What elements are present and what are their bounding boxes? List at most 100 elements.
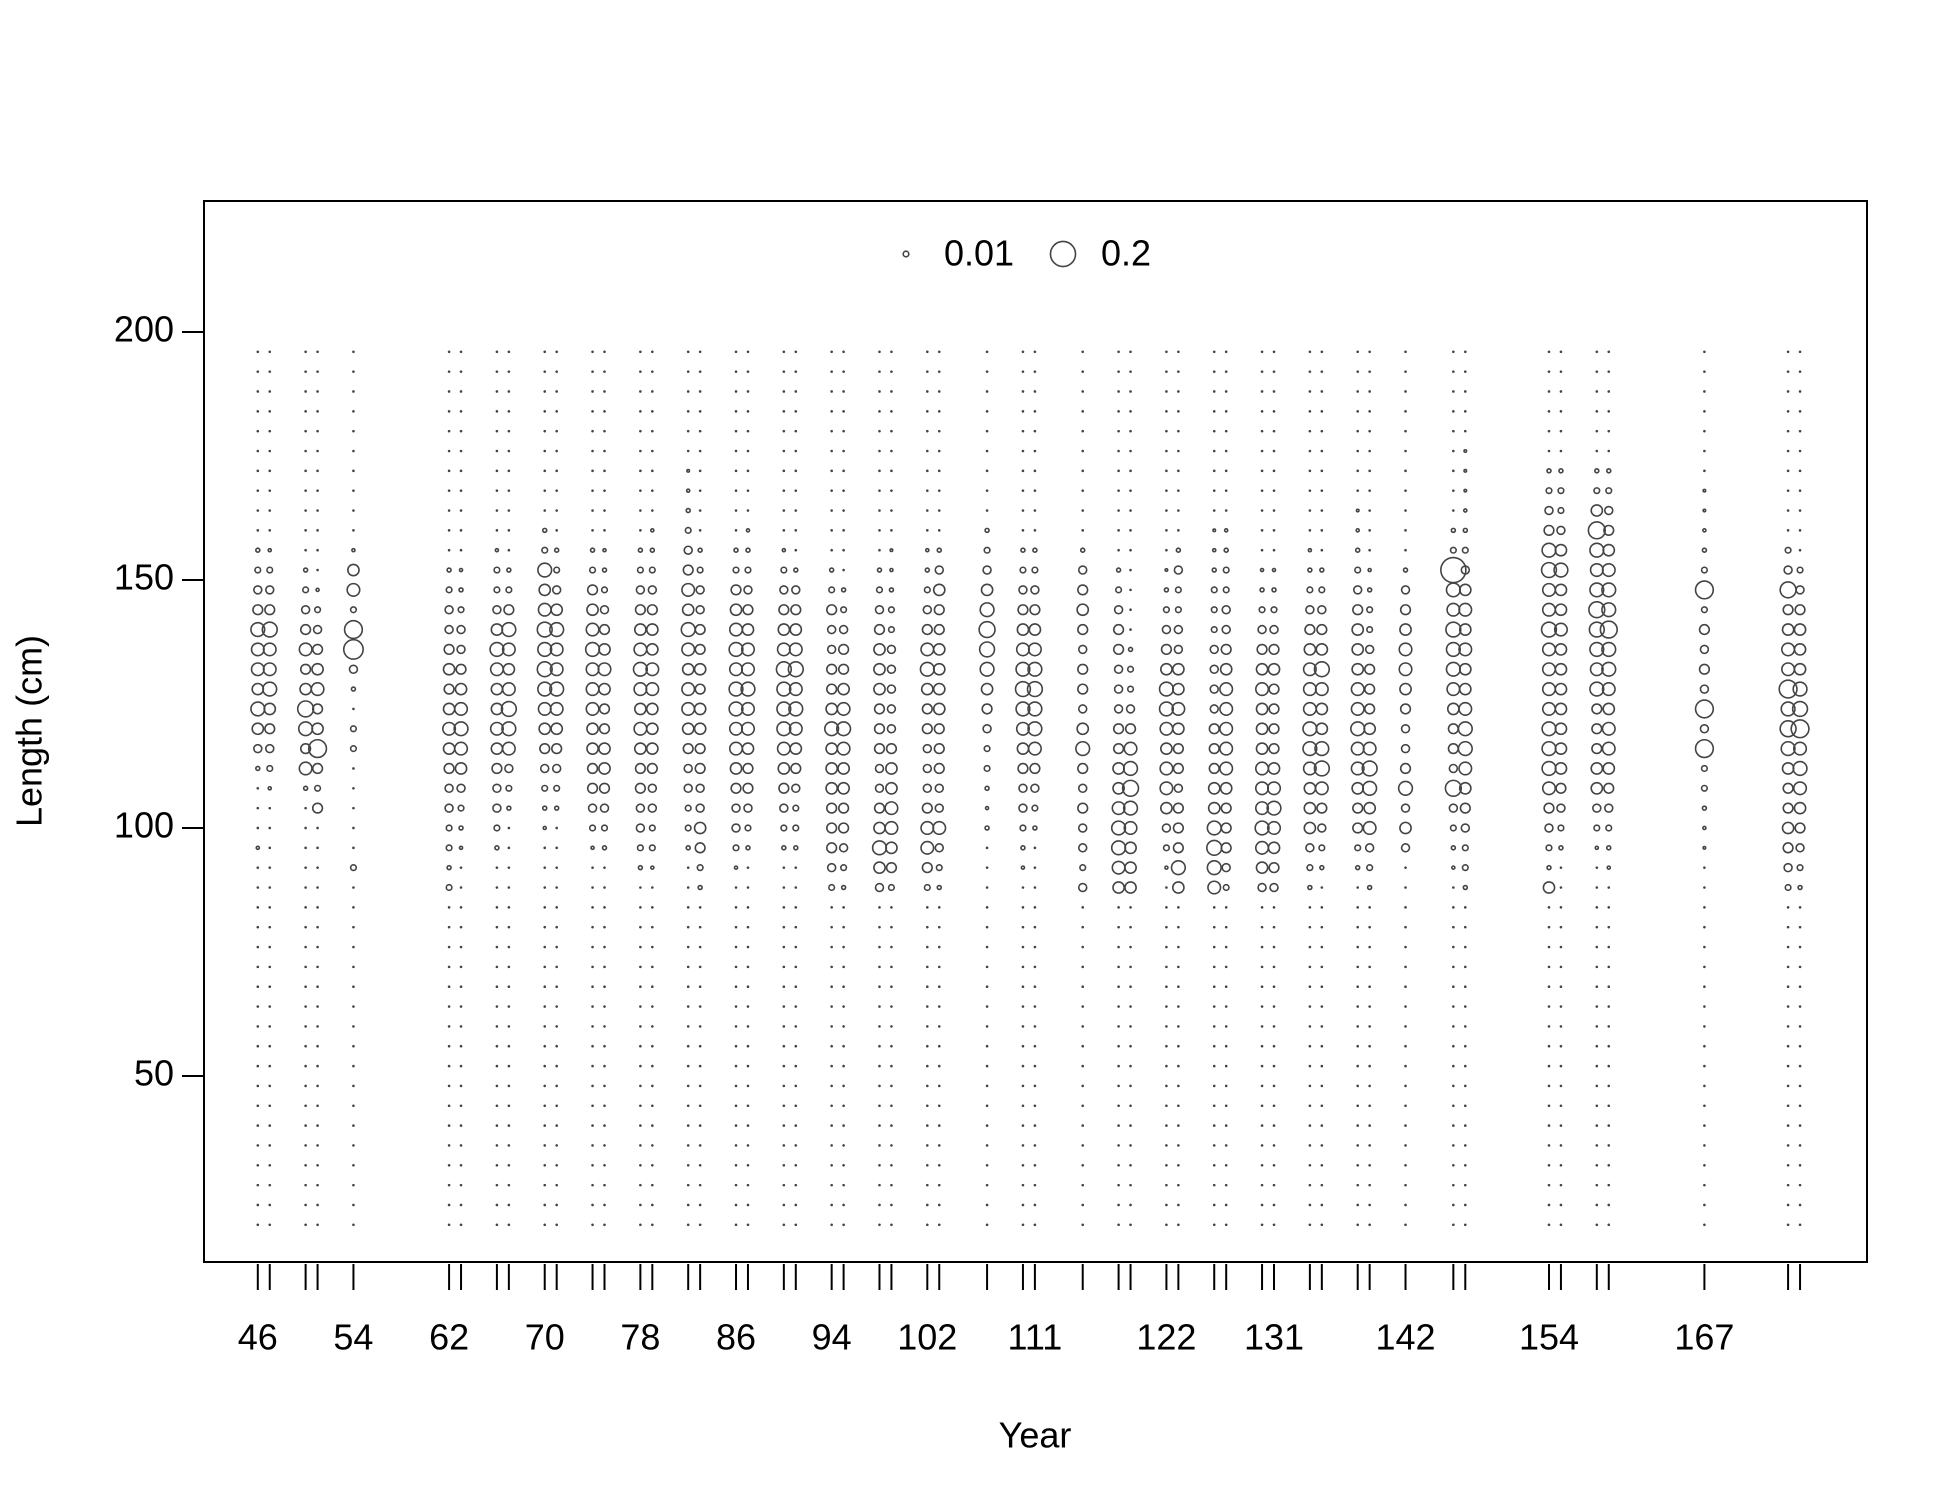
- bubble: [1033, 1124, 1037, 1127]
- bubble: [1303, 801, 1317, 815]
- bubble: [1308, 1163, 1312, 1167]
- bubble: [775, 661, 793, 678]
- bubble: [1302, 740, 1318, 757]
- bubble: [837, 643, 850, 656]
- bubble: [555, 866, 558, 869]
- bubble: [1308, 1025, 1312, 1028]
- bubble: [648, 566, 656, 574]
- bubble: [698, 1044, 702, 1048]
- bubble: [1356, 1144, 1359, 1147]
- bubble: [794, 945, 798, 949]
- bubble: [1117, 1084, 1120, 1088]
- bubble: [1027, 642, 1042, 657]
- bubble: [926, 1104, 929, 1108]
- bubble: [256, 350, 260, 354]
- bubble: [591, 390, 594, 393]
- bubble: [1015, 721, 1031, 736]
- bubble: [920, 840, 935, 855]
- bubble: [1212, 410, 1216, 413]
- bubble: [1786, 1005, 1790, 1008]
- bubble: [1702, 528, 1707, 533]
- bubble: [447, 529, 451, 532]
- bubble: [1260, 1104, 1264, 1108]
- bubble: [591, 1183, 594, 1187]
- bubble: [1541, 701, 1557, 716]
- bubble: [698, 1124, 702, 1127]
- bubble: [1021, 390, 1025, 393]
- bubble: [1320, 529, 1324, 532]
- bubble: [458, 587, 464, 593]
- bubble: [1159, 781, 1174, 796]
- x-tick-label: 122: [1136, 1317, 1196, 1358]
- bubble: [878, 965, 881, 969]
- bubble: [693, 662, 707, 676]
- bubble: [1173, 644, 1184, 655]
- bubble: [1404, 965, 1407, 969]
- bubble: [840, 864, 848, 872]
- bubble: [1320, 489, 1324, 492]
- bubble: [507, 449, 511, 453]
- bubble: [591, 1144, 594, 1147]
- bubble: [507, 925, 511, 929]
- bubble: [1271, 587, 1277, 593]
- bubble: [1224, 925, 1228, 929]
- bubble: [256, 1203, 260, 1207]
- bubble: [1113, 604, 1124, 615]
- bubble: [878, 1005, 881, 1008]
- bubble: [1368, 1005, 1371, 1008]
- bubble: [1126, 685, 1135, 693]
- bubble: [1212, 449, 1216, 453]
- bubble: [695, 803, 705, 813]
- bubble: [316, 529, 319, 532]
- bubble: [555, 509, 558, 512]
- bubble: [507, 370, 511, 373]
- bubble: [459, 509, 463, 512]
- bubble: [603, 1203, 606, 1207]
- bubble: [1798, 449, 1802, 453]
- bubble: [686, 985, 690, 989]
- bubble: [746, 449, 750, 453]
- bubble: [686, 965, 690, 969]
- bubble: [1588, 621, 1606, 638]
- bubble: [598, 703, 611, 715]
- bubble: [1558, 845, 1564, 851]
- bubble: [311, 722, 324, 736]
- bubble: [492, 803, 502, 813]
- bubble: [1260, 410, 1264, 413]
- bubble: [985, 1223, 989, 1227]
- bubble: [746, 1163, 750, 1167]
- bubble: [1786, 1223, 1790, 1227]
- bubble: [830, 985, 833, 989]
- bubble: [300, 604, 311, 615]
- bubble: [728, 721, 744, 736]
- bubble: [1786, 1025, 1790, 1028]
- bubble: [347, 563, 360, 577]
- bubble: [792, 804, 800, 812]
- bubble: [732, 844, 740, 852]
- bubble: [1404, 370, 1407, 373]
- bubble: [1607, 906, 1611, 909]
- bubble: [442, 702, 456, 716]
- bubble: [268, 1025, 272, 1028]
- bubble: [445, 824, 453, 832]
- bubble: [1224, 1064, 1228, 1068]
- bubble: [304, 1104, 307, 1108]
- bubble: [507, 1163, 511, 1167]
- bubble: [1081, 489, 1085, 492]
- bubble: [1362, 741, 1377, 756]
- bubble: [838, 624, 849, 635]
- bubble: [1595, 1223, 1599, 1227]
- bubble: [842, 985, 845, 989]
- bubble: [1461, 546, 1469, 554]
- bubble: [1021, 1104, 1025, 1108]
- bubble: [495, 1044, 499, 1048]
- bubble: [588, 824, 597, 832]
- bubble: [447, 390, 451, 393]
- bubble: [1020, 865, 1026, 870]
- bubble: [1590, 504, 1604, 517]
- bubble: [873, 821, 886, 835]
- bubble: [1366, 606, 1374, 614]
- bubble: [926, 1025, 929, 1028]
- bubble: [543, 410, 547, 413]
- bubble: [1404, 925, 1407, 929]
